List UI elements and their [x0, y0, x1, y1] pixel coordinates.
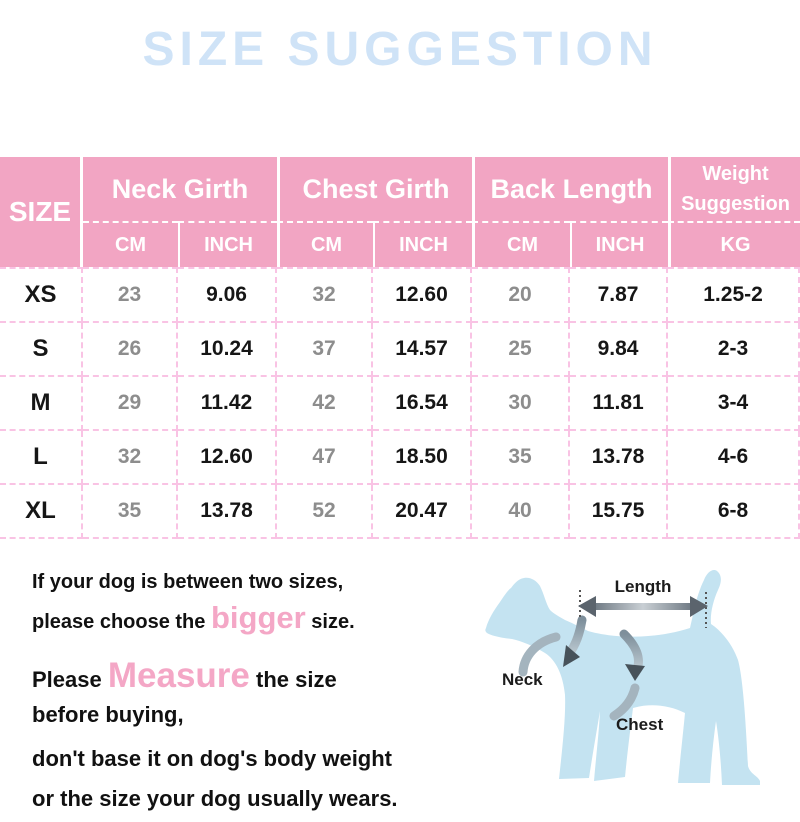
chest-cm-value: 47 [277, 431, 374, 485]
back-inch-value: 7.87 [570, 267, 669, 323]
neck-arrowhead [563, 645, 580, 667]
note-line-2-prefix: please choose the [32, 611, 206, 633]
neck-inch-value: 11.42 [178, 377, 278, 431]
sizing-notes: If your dog is between two sizes, please… [32, 562, 468, 812]
col-size-header: SIZE [0, 157, 83, 267]
neck-cm-value: 32 [83, 431, 178, 485]
unit-neck-cm: CM [83, 221, 178, 267]
unit-weight-kg: KG [668, 221, 800, 267]
size-label: XL [0, 485, 83, 539]
back-cm-value: 25 [472, 323, 571, 377]
col-neck-girth-header: Neck Girth [83, 157, 278, 221]
length-arrowhead-right [690, 596, 708, 617]
note-line-6: or the size your dog usually wears. [32, 786, 398, 812]
back-cm-value: 30 [472, 377, 571, 431]
back-inch-value: 13.78 [570, 431, 669, 485]
chest-inch-value: 18.50 [373, 431, 473, 485]
note-line-4: before buying, [32, 702, 184, 728]
back-inch-value: 9.84 [570, 323, 669, 377]
note-measure: Please Measure the size before buying, [32, 658, 468, 732]
weight-kg-value: 1.25-2 [668, 267, 800, 323]
chest-arrow-icon [619, 629, 643, 671]
neck-inch-value: 10.24 [178, 323, 278, 377]
chest-cm-value: 32 [277, 267, 374, 323]
neck-cm-value: 29 [83, 377, 178, 431]
weight-kg-value: 3-4 [668, 377, 800, 431]
length-arrow-shaft [592, 603, 694, 610]
dog-silhouette [485, 570, 760, 785]
note-between-sizes: If your dog is between two sizes, please… [32, 562, 468, 642]
note-line-1: If your dog is between two sizes, [32, 571, 344, 593]
note-line-3-prefix: Please [32, 667, 102, 692]
size-label: S [0, 323, 83, 377]
chest-arrowhead [625, 664, 645, 681]
neck-arrow-icon [566, 615, 587, 656]
table-row-l: L 32 12.60 47 18.50 35 13.78 4-6 [0, 431, 800, 485]
note-highlight-bigger: bigger [210, 600, 306, 635]
weight-kg-value: 4-6 [668, 431, 800, 485]
back-inch-value: 11.81 [570, 377, 669, 431]
size-label: XS [0, 267, 83, 323]
neck-cm-value: 35 [83, 485, 178, 539]
unit-back-cm: CM [472, 221, 571, 267]
size-label: M [0, 377, 83, 431]
col-chest-girth-header: Chest Girth [277, 157, 473, 221]
size-chart-table: SIZE Neck Girth Chest Girth Back Length … [0, 157, 800, 539]
neck-inch-value: 9.06 [178, 267, 278, 323]
chest-lower-band [609, 683, 640, 721]
note-line-3-suffix: the size [256, 667, 337, 692]
weight-kg-value: 6-8 [668, 485, 800, 539]
neck-inch-value: 13.78 [178, 485, 278, 539]
note-line-2-suffix: size. [311, 611, 355, 633]
table-row-m: M 29 11.42 42 16.54 30 11.81 3-4 [0, 377, 800, 431]
dog-diagram-svg: Length Neck Chest [485, 570, 760, 785]
neck-cm-value: 26 [83, 323, 178, 377]
chest-label: Chest [616, 715, 664, 734]
table-row-xs: XS 23 9.06 32 12.60 20 7.87 1.25-2 [0, 267, 800, 323]
unit-back-inch: INCH [570, 221, 669, 267]
chest-inch-value: 14.57 [373, 323, 473, 377]
back-cm-value: 35 [472, 431, 571, 485]
table-header-group-row: SIZE Neck Girth Chest Girth Back Length … [0, 157, 800, 267]
weight-kg-value: 2-3 [668, 323, 800, 377]
chest-cm-value: 52 [277, 485, 374, 539]
size-label: L [0, 431, 83, 485]
unit-neck-inch: INCH [178, 221, 278, 267]
unit-chest-inch: INCH [373, 221, 473, 267]
length-arrowhead-left [578, 596, 596, 617]
chest-inch-value: 12.60 [373, 267, 473, 323]
chest-inch-value: 20.47 [373, 485, 473, 539]
chest-cm-value: 42 [277, 377, 374, 431]
page-title: SIZE SUGGESTION [142, 23, 658, 76]
chest-cm-value: 37 [277, 323, 374, 377]
back-cm-value: 20 [472, 267, 571, 323]
neck-label: Neck [502, 670, 543, 689]
chest-inch-value: 16.54 [373, 377, 473, 431]
note-line-5: don't base it on dog's body weight [32, 746, 393, 772]
neck-collar-band [518, 632, 561, 677]
back-cm-value: 40 [472, 485, 571, 539]
col-weight-header: Weight Suggestion [668, 157, 800, 221]
neck-cm-value: 23 [83, 267, 178, 323]
table-row-xl: XL 35 13.78 52 20.47 40 15.75 6-8 [0, 485, 800, 539]
dog-measuring-diagram: Length Neck Chest [466, 554, 800, 816]
unit-chest-cm: CM [277, 221, 374, 267]
neck-inch-value: 12.60 [178, 431, 278, 485]
table-row-s: S 26 10.24 37 14.57 25 9.84 2-3 [0, 323, 800, 377]
col-back-length-header: Back Length [472, 157, 669, 221]
note-highlight-measure: Measure [107, 656, 250, 695]
back-inch-value: 15.75 [570, 485, 669, 539]
length-label: Length [615, 577, 672, 596]
table-header-units-row: CM INCH CM INCH CM INCH KG [0, 221, 800, 267]
